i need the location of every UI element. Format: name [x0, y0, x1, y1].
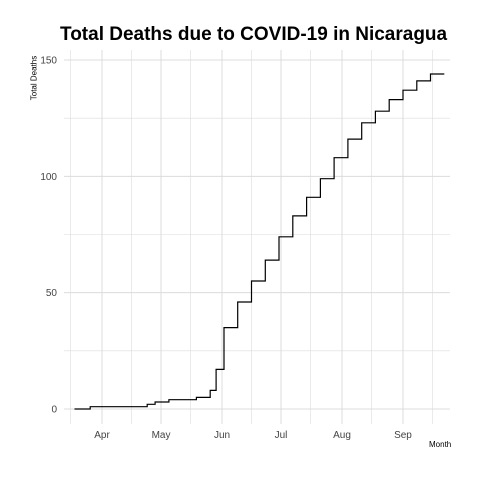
y-tick-label: 50 — [46, 288, 58, 299]
tick-labels: 0 50 100 150 Apr May Jun Jul Aug Sep — [40, 56, 412, 442]
y-tick-label: 150 — [40, 56, 57, 67]
chart-title: Total Deaths due to COVID-19 in Nicaragu… — [60, 24, 448, 45]
x-tick-label: Apr — [94, 430, 110, 441]
series-line — [74, 73, 445, 410]
x-tick-label: Aug — [333, 430, 351, 441]
x-tick-label: Sep — [394, 430, 412, 441]
y-tick-label: 0 — [51, 405, 57, 416]
x-tick-label: Jun — [214, 430, 230, 441]
x-axis-label: Month — [429, 440, 452, 449]
series-layer — [74, 73, 445, 410]
x-tick-label: Jul — [275, 430, 288, 441]
grid-lines — [64, 50, 450, 424]
x-tick-label: May — [152, 430, 171, 441]
y-tick-label: 100 — [40, 172, 57, 183]
